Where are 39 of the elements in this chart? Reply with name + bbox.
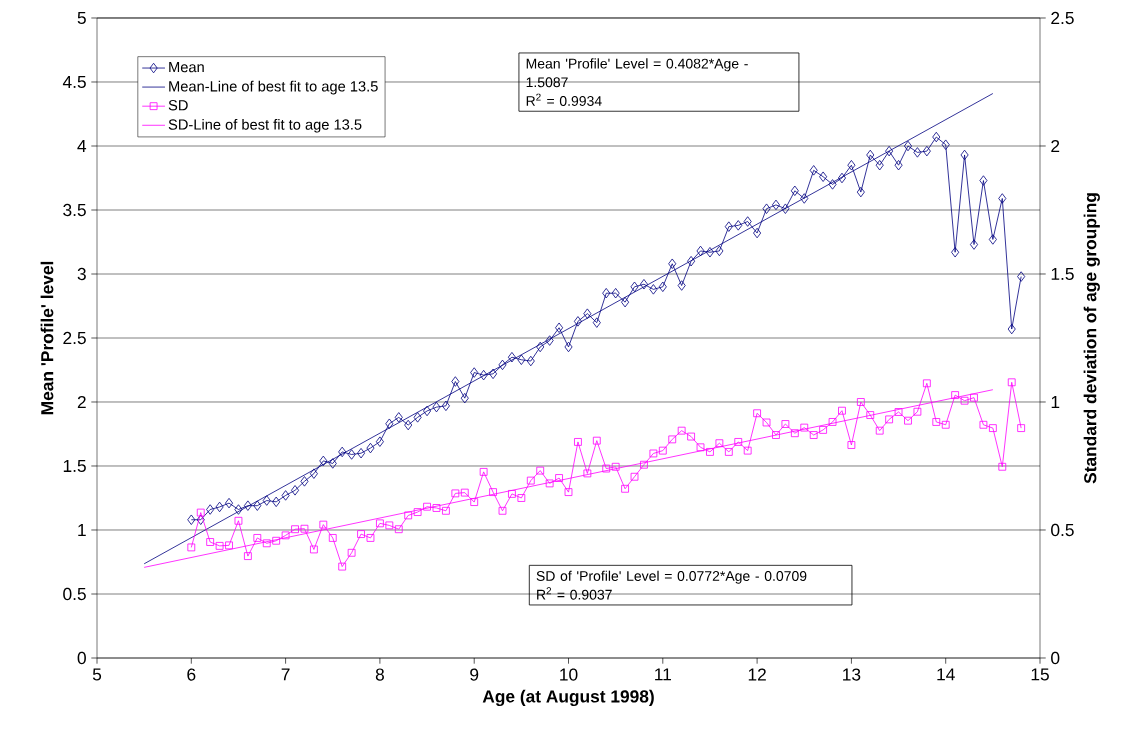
y-tick-label: 4.5 — [62, 75, 86, 89]
x-tick-label: 15 — [1031, 668, 1049, 681]
annotation: Mean 'Profile' Level = 0.4082*Age - 1.5087 — [526, 58, 748, 88]
y-tick-label: 1.5 — [63, 459, 86, 473]
y-tick-label: 1 — [78, 524, 86, 536]
y2-axis-title: Standard deviation of age grouping — [1083, 193, 1100, 484]
annotation: R$^{2}$ = 0.9934 — [526, 93, 602, 106]
y-tick-label: 4 — [77, 140, 87, 152]
x-tick-label: 14 — [937, 668, 955, 681]
x-tick-label: 13 — [843, 668, 861, 681]
y-tick-label: 3.5 — [63, 203, 86, 217]
y-tick-label: 0 — [77, 651, 86, 665]
legend-label: SD-Line of best fit to age 13.5 — [168, 118, 362, 133]
y-tick-label: 2.5 — [63, 331, 86, 345]
x-axis-title: Age (at August 1998) — [482, 689, 654, 707]
y2-tick-label: 0.5 — [1051, 523, 1074, 537]
legend-label: Mean — [169, 62, 204, 73]
y2-tick-label: 2 — [1051, 139, 1060, 153]
legend-label: SD — [168, 100, 188, 111]
y-tick-label: 0.5 — [63, 587, 86, 601]
y-tick-label: 3 — [77, 267, 86, 281]
x-tick-label: 11 — [655, 668, 671, 681]
y2-tick-label: 1 — [1051, 396, 1060, 408]
x-tick-label: 9 — [470, 668, 479, 681]
x-tick-label: 12 — [748, 668, 766, 681]
annotation: R$^{2}$ = 0.9037 — [537, 587, 612, 600]
x-tick-label: 10 — [560, 668, 578, 681]
x-tick-label: 8 — [375, 668, 384, 681]
x-tick-label: 6 — [187, 668, 196, 681]
x-tick-label: 7 — [281, 668, 290, 681]
y-axis-title: Mean 'Profile' level — [40, 261, 54, 415]
y2-tick-label: 1.5 — [1051, 267, 1074, 281]
legend-label: Mean-Line of best fit to age 13.5 — [169, 80, 378, 95]
y2-tick-label: 2.5 — [1051, 11, 1074, 25]
y-tick-label: 5 — [77, 11, 86, 25]
x-tick-label: 5 — [92, 668, 102, 681]
y-tick-label: 2 — [77, 395, 86, 409]
y2-tick-label: 0 — [1051, 651, 1060, 665]
annotation: SD of 'Profile' Level = 0.0772*Age - 0.0709 — [536, 570, 807, 584]
